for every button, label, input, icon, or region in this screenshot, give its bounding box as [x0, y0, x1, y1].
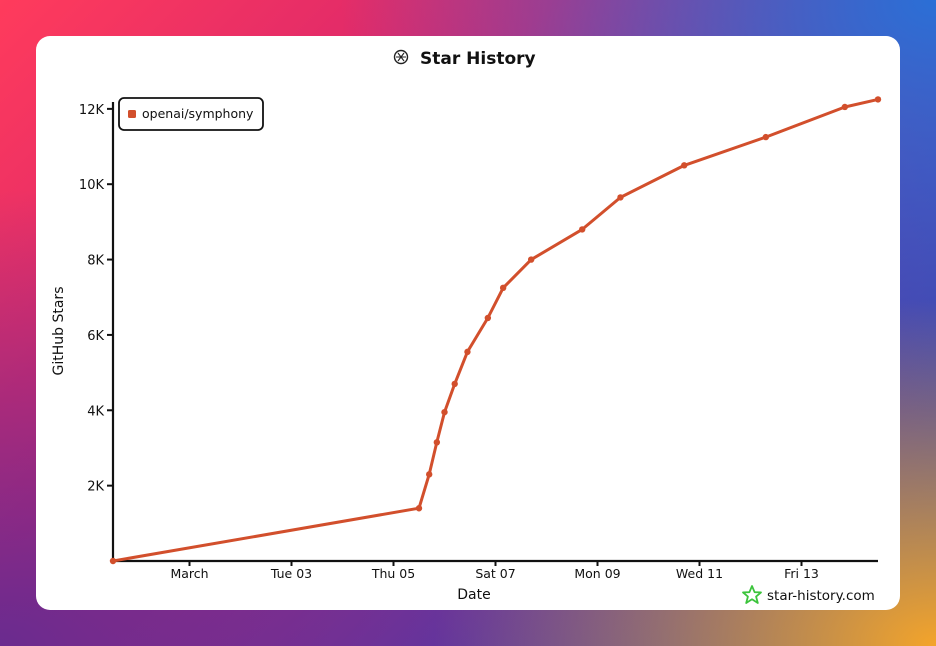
- chart-title-group: Star History: [393, 49, 536, 69]
- watermark-text: star-history.com: [767, 588, 875, 604]
- x-axis-label: Date: [457, 587, 490, 603]
- legend-swatch: [128, 110, 136, 118]
- data-point-0-7[interactable]: [484, 314, 492, 322]
- x-tick-label-3: Sat 07: [475, 566, 515, 581]
- x-tick-label-5: Wed 11: [676, 566, 723, 581]
- data-point-0-6[interactable]: [464, 348, 471, 356]
- x-tick-label-4: Mon 09: [574, 566, 620, 581]
- y-tick-label-0: 2K: [87, 480, 104, 495]
- data-point-0-5[interactable]: [451, 380, 458, 388]
- y-tick-label-2: 6K: [87, 329, 104, 344]
- series-line-0[interactable]: [111, 97, 880, 563]
- data-point-0-4[interactable]: [441, 408, 448, 416]
- data-point-0-0[interactable]: [109, 557, 117, 565]
- x-tick-label-1: Tue 03: [270, 566, 312, 581]
- openai-logo-icon: [393, 49, 409, 65]
- data-point-0-14[interactable]: [841, 103, 849, 111]
- data-point-0-9[interactable]: [528, 256, 535, 263]
- data-point-0-8[interactable]: [499, 284, 507, 292]
- data-point-0-12[interactable]: [681, 162, 688, 169]
- chart-card: Star History 2K 4K 6K 8K 10K 12K March Tue 03 T…: [36, 36, 900, 610]
- data-point-0-11[interactable]: [617, 194, 624, 201]
- y-tick-label-1: 4K: [87, 404, 104, 419]
- data-point-0-15[interactable]: [874, 96, 882, 103]
- x-tick-label-2: Thu 05: [371, 566, 415, 581]
- legend-label: openai/symphony: [142, 106, 254, 121]
- legend[interactable]: openai/symphony: [118, 97, 264, 131]
- y-axis-label: GitHub Stars: [51, 287, 67, 376]
- legend-box: [118, 97, 264, 131]
- data-point-0-13[interactable]: [762, 133, 769, 141]
- y-tick-label-4: 10K: [79, 178, 105, 193]
- watermark[interactable]: star-history.com: [742, 585, 875, 604]
- y-tick-label-3: 8K: [87, 254, 104, 269]
- chart-title: Star History: [420, 49, 536, 69]
- y-tick-label-5: 12K: [79, 103, 105, 118]
- star-icon: [742, 585, 762, 604]
- series-group: [109, 96, 882, 565]
- x-tick-label-0: March: [170, 566, 208, 581]
- x-tick-label-6: Fri 13: [784, 566, 819, 581]
- data-point-0-3[interactable]: [433, 439, 441, 446]
- data-point-0-1[interactable]: [415, 505, 423, 512]
- y-ticks: 2K 4K 6K 8K 10K 12K: [79, 103, 113, 495]
- data-point-0-10[interactable]: [579, 226, 586, 233]
- star-history-chart: Star History 2K 4K 6K 8K 10K 12K March Tue 03 T…: [51, 49, 882, 604]
- x-ticks: March Tue 03 Thu 05 Sat 07 Mon 09 Wed 11 Fri 1…: [170, 561, 819, 581]
- data-point-0-2[interactable]: [426, 471, 433, 478]
